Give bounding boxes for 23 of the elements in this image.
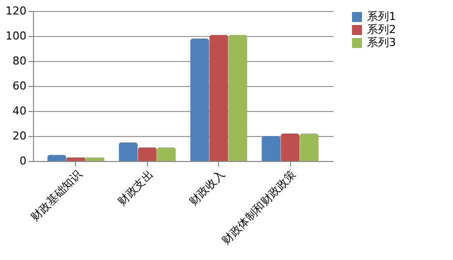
bar — [190, 38, 210, 161]
y-tick-label: 60 — [12, 80, 26, 92]
x-tick-label: 财政支出 — [115, 168, 156, 208]
bar — [228, 34, 248, 161]
bar — [47, 154, 66, 161]
legend-label: 系列3 — [367, 36, 396, 49]
legend-label: 系列2 — [367, 23, 396, 36]
bar — [138, 147, 157, 161]
bar — [280, 134, 300, 161]
bar — [118, 142, 138, 161]
y-tick-label: 120 — [6, 4, 26, 18]
x-tick-label: 财政基础知识 — [28, 168, 84, 224]
y-tick-label: 20 — [12, 130, 26, 142]
bar — [262, 136, 281, 161]
y-tick-label: 80 — [12, 54, 26, 68]
legend-label: 系列1 — [367, 10, 396, 23]
bar — [300, 134, 319, 161]
bar — [156, 147, 176, 161]
y-tick-label: 40 — [12, 104, 26, 118]
bar — [209, 34, 228, 161]
x-tick-label: 财政收入 — [186, 168, 228, 208]
y-tick-label: 0 — [20, 154, 26, 168]
y-tick-label: 100 — [6, 30, 26, 42]
